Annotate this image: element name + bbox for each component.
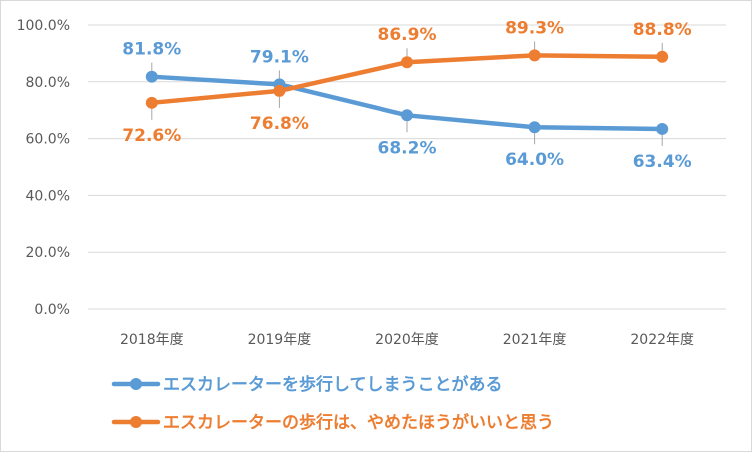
- y-tick-label: 20.0%: [26, 245, 70, 261]
- x-tick-label: 2019年度: [248, 332, 312, 348]
- data-label-s2-2: 76.8%: [250, 114, 309, 134]
- data-point-s2-5: [656, 50, 669, 63]
- data-point-s2-4: [528, 49, 541, 62]
- y-tick-label: 100.0%: [17, 18, 70, 34]
- y-tick-label: 60.0%: [26, 132, 70, 148]
- y-tick-label: 0.0%: [34, 302, 70, 318]
- legend-label-1: エスカレーターを歩行してしまうことがある: [163, 374, 503, 395]
- legend-swatch-marker-2: [130, 416, 142, 428]
- data-point-s2-3: [401, 56, 413, 69]
- data-label-s2-4: 89.3%: [505, 18, 564, 38]
- data-label-s1-5: 63.4%: [633, 152, 692, 172]
- data-label-s2-1: 72.6%: [122, 126, 181, 146]
- x-tick-label: 2022年度: [630, 332, 694, 348]
- data-label-s1-4: 64.0%: [505, 150, 564, 170]
- x-tick-label: 2021年度: [503, 332, 567, 348]
- data-label-s1-1: 81.8%: [122, 40, 181, 60]
- data-point-s2-2: [273, 84, 286, 97]
- data-label-s1-2: 79.1%: [250, 47, 309, 67]
- data-point-s2-1: [145, 96, 158, 109]
- data-point-s1-4: [528, 121, 541, 134]
- data-point-s1-1: [145, 70, 158, 83]
- x-tick-label: 2020年度: [375, 332, 439, 348]
- x-tick-label: 2018年度: [120, 332, 184, 348]
- data-label-s2-5: 88.8%: [633, 20, 692, 40]
- data-point-s1-3: [401, 109, 413, 122]
- legend-swatch-marker-1: [130, 378, 142, 390]
- legend-label-2: エスカレーターの歩行は、やめたほうがいいと思う: [163, 412, 554, 433]
- data-point-s1-5: [656, 122, 669, 135]
- y-tick-label: 80.0%: [26, 75, 70, 91]
- y-tick-label: 40.0%: [26, 188, 70, 204]
- data-label-s2-3: 86.9%: [378, 25, 437, 45]
- data-label-s1-3: 68.2%: [378, 138, 437, 158]
